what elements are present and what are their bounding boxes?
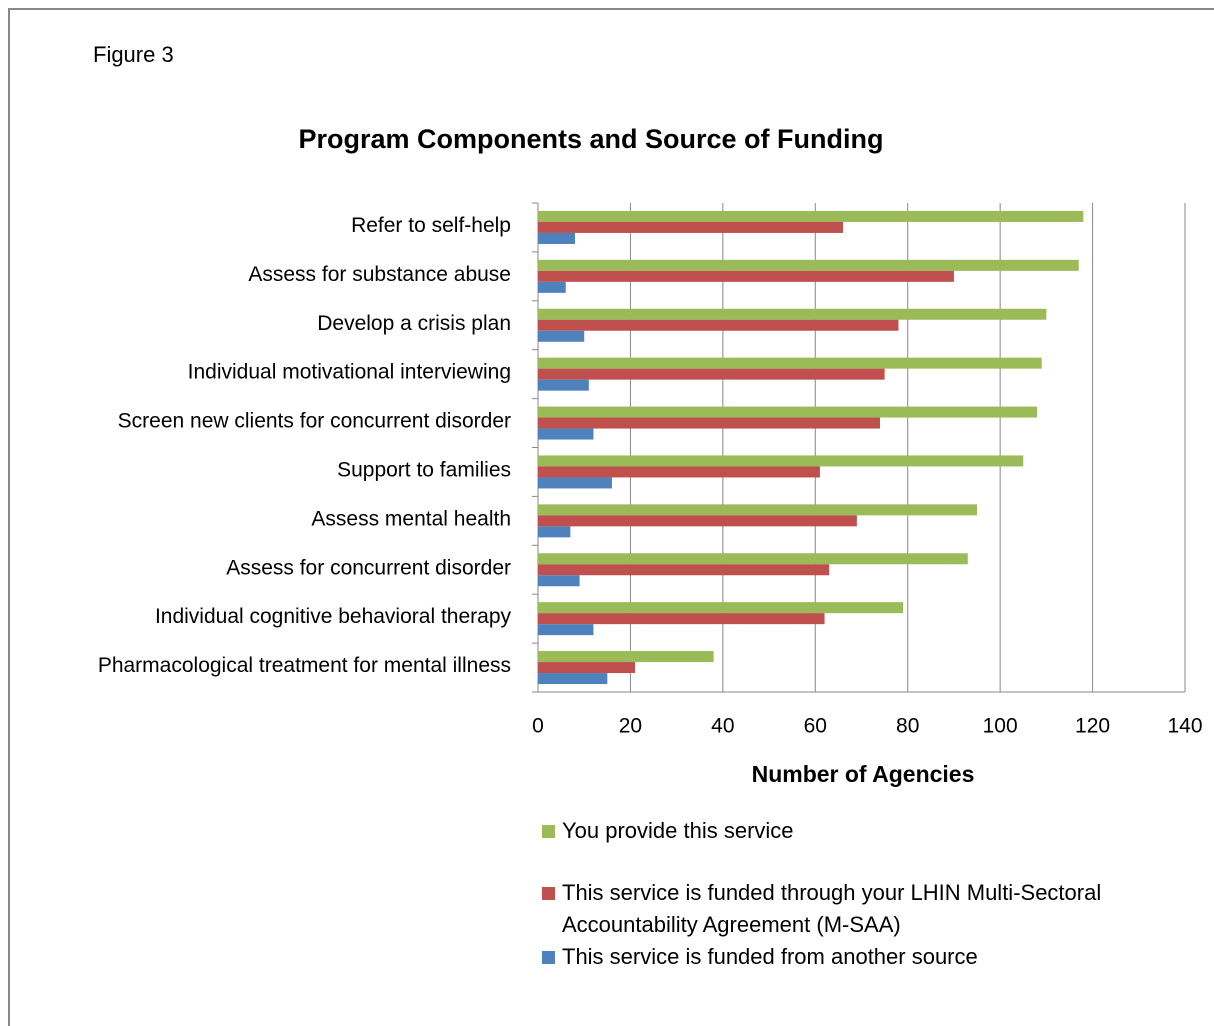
bar <box>538 526 571 538</box>
figure-label: Figure 3 <box>93 42 174 67</box>
y-tick-label: Develop a crisis plan <box>317 312 511 335</box>
legend-swatch <box>542 951 555 964</box>
y-tick-label: Pharmacological treatment for mental ill… <box>98 654 511 677</box>
bar <box>538 417 880 429</box>
y-tick-label: Screen new clients for concurrent disord… <box>118 410 511 433</box>
legend: You provide this service This service is … <box>540 815 1180 973</box>
y-tick-label: Support to families <box>337 458 511 481</box>
x-tick-label: 20 <box>619 715 642 738</box>
y-tick-label: Refer to self-help <box>351 214 511 237</box>
bar <box>538 651 714 663</box>
x-tick-label: 60 <box>804 715 827 738</box>
bar <box>538 210 1084 222</box>
x-tick-label: 40 <box>711 715 734 738</box>
legend-swatch <box>542 825 555 838</box>
y-tick-label: Assess for substance abuse <box>248 263 511 286</box>
x-tick-label: 100 <box>983 715 1018 738</box>
bar <box>538 221 844 233</box>
y-tick-label: Individual cognitive behavioral therapy <box>155 605 512 628</box>
y-tick-label: Individual motivational interviewing <box>188 361 511 384</box>
bar <box>538 662 636 674</box>
bar <box>538 613 825 625</box>
bar <box>538 602 904 614</box>
x-tick-label: 0 <box>532 715 544 738</box>
frame <box>8 8 1214 1026</box>
legend-item: You provide this service <box>540 815 1180 847</box>
bar <box>538 281 566 293</box>
y-tick-label: Assess for concurrent disorder <box>226 556 511 579</box>
bar <box>538 319 899 331</box>
bar <box>538 455 1024 467</box>
bar <box>538 270 954 282</box>
bar <box>538 564 830 576</box>
bar <box>538 330 585 342</box>
y-tick-label: Assess mental health <box>311 507 511 530</box>
bar <box>538 259 1079 271</box>
bar <box>538 406 1038 418</box>
bar <box>538 553 968 565</box>
bar <box>538 477 612 489</box>
x-tick-label: 80 <box>896 715 919 738</box>
x-tick-label: 120 <box>1075 715 1110 738</box>
x-tick-label: 140 <box>1167 715 1202 738</box>
bar <box>538 466 820 478</box>
bar <box>538 428 594 440</box>
legend-label: This service is funded through your LHIN… <box>562 880 1102 937</box>
chart-title: Program Components and Source of Funding <box>298 124 883 154</box>
legend-item: This service is funded through your LHIN… <box>540 877 1180 941</box>
x-axis-label: Number of Agencies <box>752 761 975 787</box>
bar <box>538 575 580 587</box>
legend-label: You provide this service <box>562 818 794 843</box>
bar <box>538 232 575 244</box>
bar <box>538 515 857 527</box>
bar <box>538 368 885 380</box>
bar <box>538 357 1042 369</box>
legend-item: This service is funded from another sour… <box>540 941 1180 973</box>
bar <box>538 379 589 391</box>
bar <box>538 308 1047 320</box>
bar <box>538 624 594 636</box>
bar <box>538 504 978 516</box>
bar <box>538 673 608 685</box>
legend-label: This service is funded from another sour… <box>562 944 978 969</box>
legend-swatch <box>542 887 555 900</box>
